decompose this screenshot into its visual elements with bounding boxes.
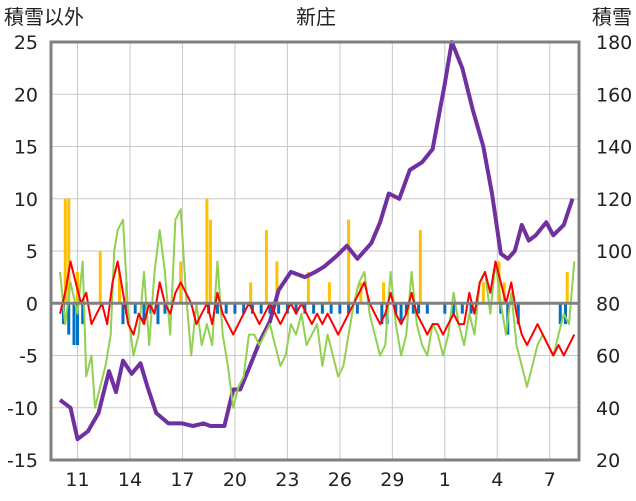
sunshine_anomaly-bar [425, 303, 429, 314]
sunshine_anomaly-bar [411, 303, 415, 314]
precip-bar [382, 282, 386, 304]
right-tick-label: 80 [596, 293, 620, 315]
sunshine_anomaly-bar [72, 303, 76, 346]
sunshine_anomaly-bar [558, 303, 562, 325]
chart-title: 新庄 [296, 5, 336, 29]
sunshine_anomaly-bar [156, 303, 160, 325]
precip-bar [208, 219, 212, 304]
left-tick-label: 5 [26, 241, 38, 263]
right-tick-label: 160 [596, 84, 632, 106]
x-tick-label: 17 [170, 469, 194, 491]
sunshine_anomaly-bar [320, 303, 324, 314]
plot-frame [49, 40, 581, 462]
left-axis-ticks: -15 -10 -5 0 5 10 15 20 25 [7, 32, 38, 472]
precip-bar [359, 282, 363, 304]
precip-bar [117, 271, 121, 304]
left-tick-label: -5 [19, 346, 38, 368]
precip-bar [249, 282, 253, 304]
precip-bar [306, 271, 310, 304]
x-tick-label: 7 [544, 469, 556, 491]
right-tick-label: 120 [596, 189, 632, 211]
sunshine_anomaly-bar [469, 303, 473, 314]
precip-bar [418, 230, 422, 304]
left-tick-label: -10 [7, 398, 38, 420]
sunshine_anomaly-bar [329, 303, 333, 314]
sunshine_anomaly-bar [338, 303, 342, 314]
left-axis-title: 積雪以外 [4, 5, 84, 29]
x-tick-label: 11 [65, 469, 89, 491]
precip-bar [275, 261, 279, 304]
sunshine_anomaly-bar [294, 303, 298, 314]
sunshine_anomaly-bar [163, 303, 167, 314]
sunshine_anomaly-bar [443, 303, 447, 314]
precip-bar [205, 198, 209, 304]
sunshine_anomaly-bar [142, 303, 146, 325]
left-tick-label: -15 [7, 450, 38, 472]
sunshine_anomaly-bar [75, 303, 79, 346]
right-axis-ticks: 20 40 60 80 100 120 140 160 180 [596, 32, 632, 472]
left-tick-label: 10 [14, 189, 38, 211]
right-axis-title: 積雪 [592, 5, 632, 29]
left-tick-label: 20 [14, 84, 38, 106]
sunshine_anomaly-bar [355, 303, 359, 314]
right-tick-label: 20 [596, 450, 620, 472]
x-tick-label: 4 [491, 469, 503, 491]
precip-bar [264, 230, 268, 304]
sunshine_anomaly-bar [417, 303, 421, 314]
sunshine_anomaly-bar [277, 303, 281, 314]
left-tick-label: 0 [26, 293, 38, 315]
right-tick-label: 60 [596, 346, 620, 368]
left-tick-label: 25 [14, 32, 38, 54]
precip-bar [347, 219, 351, 304]
sunshine_anomaly-bar [215, 303, 219, 314]
sunshine_anomaly-bar [242, 303, 246, 314]
precip-bar [98, 251, 102, 304]
right-tick-label: 140 [596, 137, 632, 159]
sunshine_anomaly-bar [564, 303, 568, 325]
right-tick-label: 100 [596, 241, 632, 263]
x-tick-label: 23 [275, 469, 299, 491]
sunshine_anomaly-bar [516, 303, 520, 325]
sunshine_anomaly-bar [312, 303, 316, 314]
sunshine_anomaly-bar [224, 303, 228, 314]
precip-bar [327, 282, 331, 304]
x-axis-ticks: 11 14 17 20 23 26 29 1 4 7 [65, 469, 555, 491]
sunshine_anomaly-bar [394, 303, 398, 314]
sunshine_anomaly-bar [404, 303, 408, 314]
precip-bar [565, 271, 569, 304]
line-series [51, 40, 579, 442]
x-tick-label: 29 [380, 469, 404, 491]
precip-bar [67, 198, 71, 304]
x-tick-label: 1 [439, 469, 451, 491]
sunshine_anomaly-bar [259, 303, 263, 314]
sunshine_anomaly-bar [452, 303, 456, 314]
sunshine_anomaly-bar [399, 303, 403, 325]
sunshine_anomaly-bar [121, 303, 125, 325]
precip-bar [63, 198, 67, 304]
sunshine_anomaly-bar [81, 303, 85, 325]
x-tick-label: 20 [223, 469, 247, 491]
sunshine_anomaly-bar [233, 303, 237, 314]
right-tick-label: 180 [596, 32, 632, 54]
sunshine_anomaly-bar [380, 303, 384, 325]
sunshine_anomaly-bar [133, 303, 137, 314]
sunshine_anomaly-bar [67, 303, 71, 335]
precip-bar [481, 282, 485, 304]
sunshine_anomaly-bar [268, 303, 272, 314]
temp_mean-line [59, 260, 576, 357]
left-tick-label: 15 [14, 137, 38, 159]
right-tick-label: 40 [596, 398, 620, 420]
x-tick-label: 26 [328, 469, 352, 491]
x-tick-label: 14 [118, 469, 142, 491]
snow_depth-line [58, 40, 575, 442]
sunshine_anomaly-bar [347, 303, 351, 314]
sunshine_anomaly-bar [460, 303, 464, 314]
